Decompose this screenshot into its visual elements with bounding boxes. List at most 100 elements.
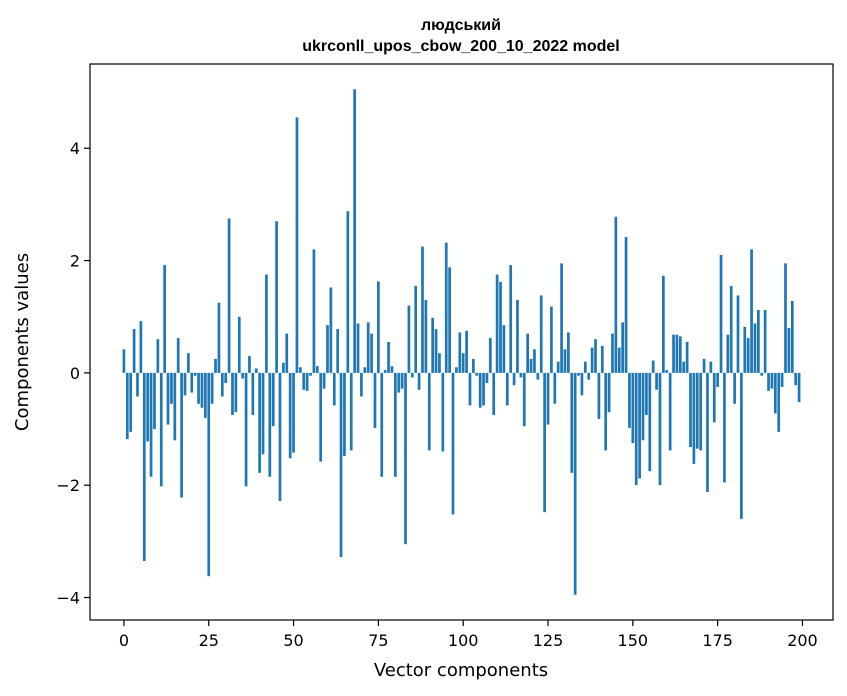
bar <box>183 372 187 396</box>
x-tick-label: 100 <box>448 631 479 650</box>
bar <box>570 372 574 473</box>
bar <box>210 372 214 404</box>
bar <box>645 372 648 416</box>
bar <box>550 306 553 373</box>
bar <box>482 372 485 406</box>
bar <box>227 218 231 373</box>
bar <box>241 372 245 379</box>
bar <box>529 358 533 373</box>
bar <box>309 372 312 376</box>
bar <box>712 372 716 423</box>
bar <box>322 372 326 389</box>
bar <box>475 372 479 376</box>
bar <box>488 338 492 373</box>
bar <box>604 372 608 451</box>
bar <box>244 372 248 487</box>
bar <box>794 372 798 386</box>
bar <box>319 372 323 462</box>
bar <box>689 372 692 448</box>
bar <box>736 295 740 373</box>
bar <box>163 265 166 373</box>
bar <box>746 338 750 373</box>
bar <box>706 372 709 492</box>
bar <box>346 211 350 373</box>
bar <box>349 372 353 451</box>
bar <box>516 299 519 373</box>
bar <box>298 367 302 373</box>
bar <box>577 372 580 376</box>
bar <box>343 372 346 457</box>
bar <box>750 249 753 373</box>
bar <box>142 372 146 562</box>
bar <box>224 372 228 383</box>
bar <box>556 361 560 373</box>
bar <box>265 274 268 373</box>
bar <box>641 372 645 441</box>
bar <box>132 329 136 373</box>
plot-area-frame <box>89 63 834 621</box>
bar <box>339 372 343 558</box>
bar <box>180 372 183 498</box>
bars-group <box>122 89 801 595</box>
bar <box>410 372 414 378</box>
bar <box>757 309 760 373</box>
bar <box>356 323 360 373</box>
bar <box>733 372 736 404</box>
bar <box>472 358 475 373</box>
bar <box>699 372 703 451</box>
bar <box>285 333 289 373</box>
bar <box>370 333 373 373</box>
bar <box>251 372 255 416</box>
bar <box>682 361 686 373</box>
bar <box>207 372 211 577</box>
bar <box>709 361 713 373</box>
bar <box>607 372 611 413</box>
bar <box>173 372 177 441</box>
bar <box>478 372 482 408</box>
bar <box>129 372 133 432</box>
bar <box>377 281 380 373</box>
chart-title-line2: ukrconll_upos_cbow_200_10_2022 model <box>302 38 619 55</box>
y-tick-label: −4 <box>56 589 80 608</box>
bar <box>383 370 387 373</box>
bar <box>421 246 424 373</box>
bar <box>634 372 638 486</box>
bar <box>248 356 251 373</box>
bar <box>353 89 356 373</box>
bar <box>153 372 156 430</box>
bar <box>295 117 299 373</box>
y-tick-label: −2 <box>56 476 80 495</box>
y-tick-label: 2 <box>70 252 80 271</box>
bar <box>743 326 747 373</box>
x-tick-label: 125 <box>533 631 564 650</box>
bar <box>417 372 421 390</box>
bar <box>526 333 530 373</box>
bar <box>444 242 448 373</box>
bar <box>451 372 455 515</box>
bar <box>271 372 275 427</box>
bar <box>258 372 261 473</box>
y-tick-label: 4 <box>70 139 80 158</box>
bar <box>441 372 445 452</box>
bar <box>492 372 496 416</box>
bar <box>702 358 706 373</box>
bar <box>692 372 696 464</box>
x-axis-label: Vector components <box>374 660 548 681</box>
bar <box>214 358 217 373</box>
bar <box>468 372 472 406</box>
bar <box>567 332 570 373</box>
bar <box>329 287 333 373</box>
y-axis-label: Components values <box>12 253 33 431</box>
bar <box>461 353 465 373</box>
bar <box>505 372 509 406</box>
bar <box>166 372 170 425</box>
bar <box>404 372 407 545</box>
bar <box>522 372 526 427</box>
bar <box>217 302 221 373</box>
bar <box>560 263 563 373</box>
bar <box>125 372 129 440</box>
bar <box>373 372 377 428</box>
bar <box>760 372 764 376</box>
bar <box>784 263 787 373</box>
